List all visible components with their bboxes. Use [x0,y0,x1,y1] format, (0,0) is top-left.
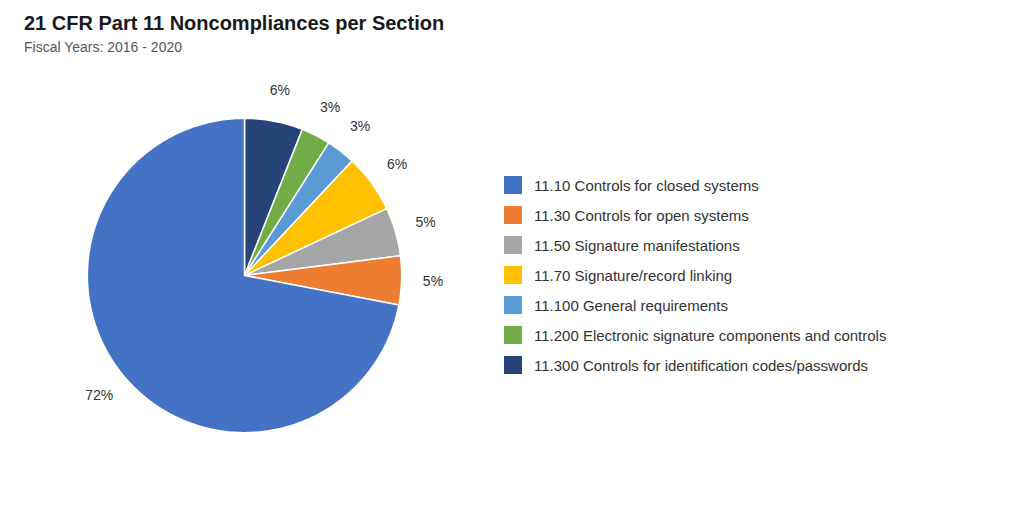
svg-text:5%: 5% [415,214,435,230]
html-text:11.70 Signature/record linking: 11.70 Signature/record linking [534,266,733,284]
svg-text:72%: 72% [85,387,113,403]
html-text:11.30 Controls for open system: 11.30 Controls for open systems [534,206,749,224]
svg-text:5%: 5% [423,273,443,289]
svg-text:3%: 3% [320,99,340,115]
html-text:11.300 Controls for identifica: 11.300 Controls for identification codes… [534,356,869,374]
html-text:11.100 General requirements: 11.100 General requirements [534,296,728,314]
html-text:11.200 Electronic signature co: 11.200 Electronic signature components a… [534,326,887,344]
svg-text:6%: 6% [387,156,407,172]
svg-text:6%: 6% [270,82,290,98]
html-text:11.50 Signature manifestations: 11.50 Signature manifestations [534,236,740,254]
html-text:Fiscal Years: 2016 - 2020: Fiscal Years: 2016 - 2020 [24,39,182,55]
svg-text:3%: 3% [350,118,370,134]
html-text:11.10 Controls for closed syst: 11.10 Controls for closed systems [534,176,759,194]
html-text:21 CFR Part 11 Noncompliances: 21 CFR Part 11 Noncompliances per Sectio… [24,12,445,34]
